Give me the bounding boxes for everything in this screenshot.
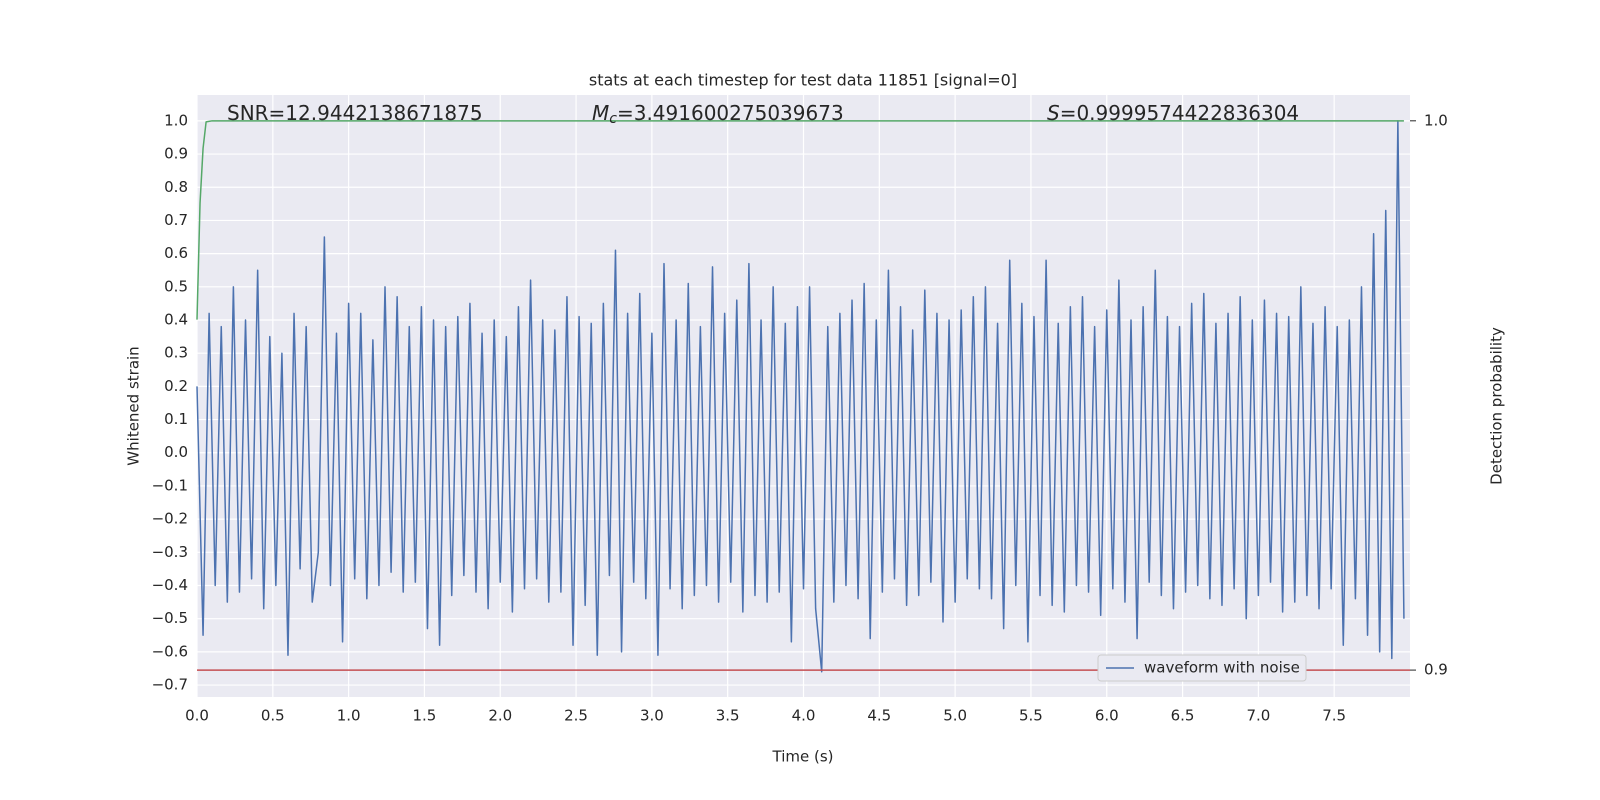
- x-tick-label: 4.0: [792, 707, 816, 725]
- y-tick-label: −0.4: [152, 576, 188, 594]
- y-tick-label: −0.1: [152, 476, 188, 494]
- x-tick-label: 6.0: [1095, 707, 1119, 725]
- y-tick-label: 1.0: [164, 111, 188, 129]
- y-tick-label: 0.4: [164, 311, 188, 329]
- x-tick-label: 6.5: [1171, 707, 1195, 725]
- y-tick-label: −0.2: [152, 510, 188, 528]
- x-tick-label: 0.5: [261, 707, 285, 725]
- x-tick-label: 3.5: [716, 707, 740, 725]
- y-tick-label: 0.3: [164, 344, 188, 362]
- annotation-symbol: M: [592, 101, 609, 125]
- y-axis-label: Whitened strain: [125, 346, 143, 465]
- legend-label: waveform with noise: [1144, 659, 1300, 677]
- y-tick-label: −0.3: [152, 543, 188, 561]
- y-tick-label: 0.6: [164, 244, 188, 262]
- chart-title: stats at each timestep for test data 118…: [589, 71, 1017, 90]
- annotation-text: SNR=12.9442138671875: [227, 101, 483, 125]
- x-axis-label: Time (s): [772, 748, 834, 766]
- y-tick-label: 0.9: [164, 145, 188, 163]
- y-tick-label: 0.2: [164, 377, 188, 395]
- annotation-symbol: S: [1047, 101, 1060, 125]
- x-tick-label: 2.0: [488, 707, 512, 725]
- x-tick-label: 0.0: [185, 707, 209, 725]
- x-tick-label: 1.5: [413, 707, 437, 725]
- x-tick-label: 3.0: [640, 707, 664, 725]
- annotation: SNR=12.9442138671875: [227, 101, 483, 125]
- y-tick-label: 0.5: [164, 277, 188, 295]
- legend-box: [1097, 654, 1307, 682]
- y2-tick-label: 0.9: [1424, 661, 1448, 679]
- y2-axis-label: Detection probability: [1488, 327, 1506, 485]
- y-tick-label: −0.7: [152, 676, 188, 694]
- x-tick-label: 2.5: [564, 707, 588, 725]
- annotation: Mc=3.491600275039673: [592, 101, 844, 128]
- x-tick-label: 1.0: [337, 707, 361, 725]
- x-tick-label: 7.0: [1246, 707, 1270, 725]
- annotation-text: =3.491600275039673: [617, 101, 844, 125]
- x-tick-label: 5.0: [943, 707, 967, 725]
- x-tick-label: 4.5: [867, 707, 891, 725]
- y-tick-label: 0.7: [164, 211, 188, 229]
- y-tick-label: −0.6: [152, 642, 188, 660]
- y-tick-label: 0.8: [164, 178, 188, 196]
- x-tick-label: 7.5: [1322, 707, 1346, 725]
- annotation: S=0.9999574422836304: [1047, 101, 1299, 125]
- y-tick-label: −0.5: [152, 609, 188, 627]
- series-line: [196, 120, 1405, 673]
- y-tick-label: 0.0: [164, 443, 188, 461]
- x-tick-label: 5.5: [1019, 707, 1043, 725]
- y-tick-label: 0.1: [164, 410, 188, 428]
- annotation-subscript: c: [609, 111, 617, 127]
- annotation-text: =0.9999574422836304: [1060, 101, 1299, 125]
- y2-tick-label: 1.0: [1424, 111, 1448, 129]
- series-line: [196, 120, 1404, 320]
